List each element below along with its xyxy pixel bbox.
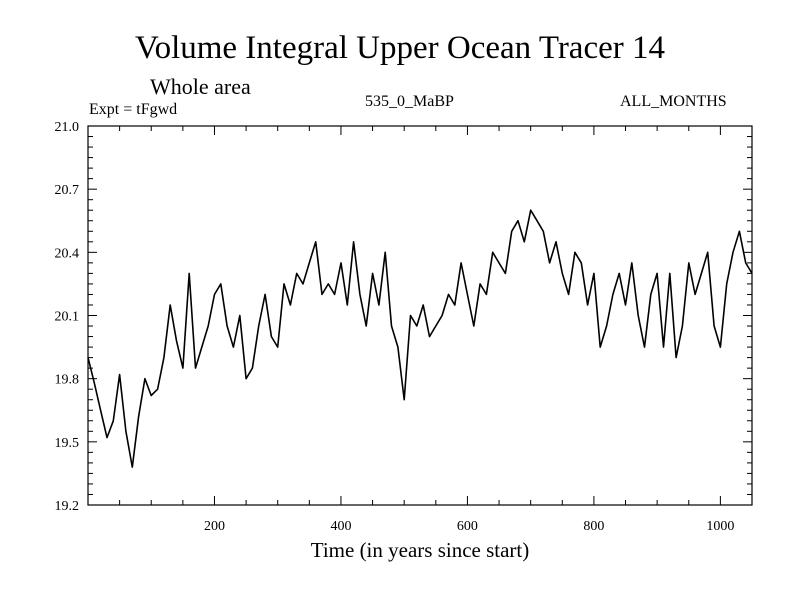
series-line [87, 209, 753, 468]
experiment-label: Expt = tFgwd [89, 101, 178, 118]
x-tick-label: 200 [204, 519, 225, 534]
x-tick-label: 600 [457, 519, 478, 534]
x-axis-label: Time (in years since start) [310, 538, 530, 562]
run-label: 535_0_MaBP [365, 93, 454, 110]
y-tick-label: 19.5 [55, 436, 80, 451]
chart-title: Volume Integral Upper Ocean Tracer 14 [135, 30, 665, 66]
months-label: ALL_MONTHS [620, 93, 727, 110]
x-tick-label: 1000 [706, 519, 734, 534]
axis-ticks: 200 400 600 800 1000 19.2 19.5 19.8 20.1 20.4 20.7… [55, 120, 752, 534]
y-tick-label: 20.7 [55, 183, 80, 198]
y-tick-label: 19.8 [55, 373, 80, 388]
y-tick-label: 19.2 [55, 499, 80, 514]
x-tick-label: 800 [583, 519, 604, 534]
y-tick-label: 21.0 [55, 120, 80, 135]
y-tick-label: 20.1 [55, 310, 80, 325]
y-tick-label: 20.4 [55, 246, 80, 261]
x-tick-label: 400 [330, 519, 351, 534]
chart-subtitle: Whole area [150, 74, 251, 99]
